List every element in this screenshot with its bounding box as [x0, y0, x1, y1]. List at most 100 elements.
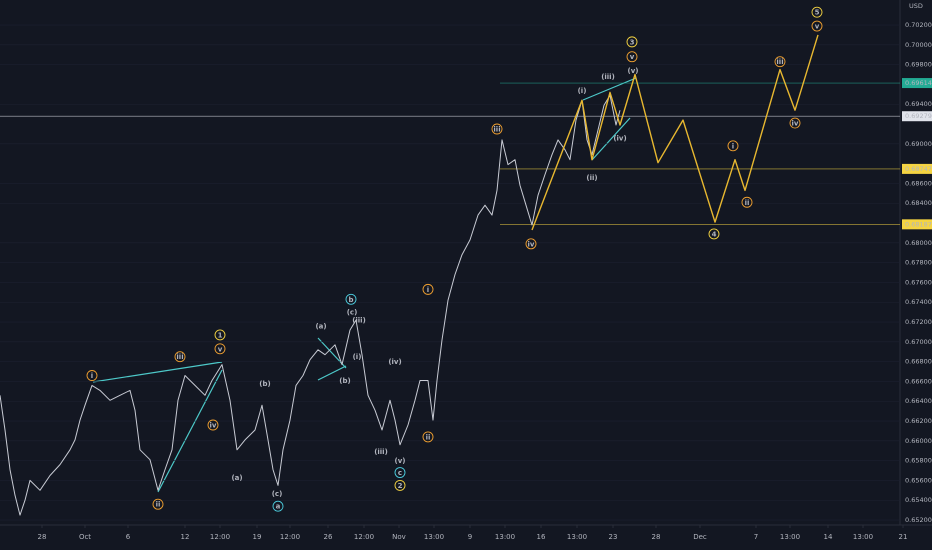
y-tick-label: 0.67000 [905, 338, 932, 346]
wave-circle [811, 20, 823, 32]
wave-label: (ii) [586, 174, 597, 182]
wave-circle [525, 238, 537, 250]
wave-circle [214, 329, 226, 341]
x-tick-label: 23 [609, 533, 618, 541]
level-tag [902, 78, 932, 89]
wave-label: b [348, 296, 353, 304]
wave-label: iv [792, 120, 799, 128]
y-tick-label: 0.68400 [905, 199, 932, 207]
wave-label: (a) [315, 323, 326, 331]
y-tick-label: 0.66400 [905, 397, 932, 405]
y-tick-label: 0.68600 [905, 179, 932, 187]
level-tag [902, 163, 932, 174]
x-tick-label: 6 [126, 533, 131, 541]
wave-label: ii [426, 433, 431, 441]
wave-circle [207, 419, 219, 431]
wave-circle [491, 123, 503, 135]
wave-circle [789, 117, 801, 129]
y-tick-label: 0.69000 [905, 140, 932, 148]
x-tick-label: 26 [324, 533, 333, 541]
wave-circle [272, 500, 284, 512]
level-label: 0.68747 [905, 165, 932, 173]
y-tick-label: 0.65200 [905, 516, 932, 524]
wave-label: (iii) [374, 448, 388, 456]
x-tick-label: Nov [392, 533, 406, 541]
x-tick-label: 12:00 [210, 533, 230, 541]
y-tick-label: 0.70000 [905, 41, 932, 49]
wave-label: (iii) [352, 317, 366, 325]
wave-label: (i) [353, 353, 362, 361]
y-tick-label: 0.67600 [905, 278, 932, 286]
wave-circle [811, 6, 823, 18]
series-line [531, 34, 819, 231]
wave-label: v [630, 53, 635, 61]
wave-circle [626, 51, 638, 63]
wave-label: iv [210, 422, 217, 430]
wave-circle [708, 228, 720, 240]
trendline [157, 369, 223, 493]
wave-circle [345, 293, 357, 305]
wave-label: a [276, 503, 281, 511]
wave-label: 1 [218, 331, 223, 339]
y-tick-label: 0.69800 [905, 61, 932, 69]
y-tick-label: 0.65600 [905, 476, 932, 484]
level-label: 0.68187 [905, 220, 932, 228]
wave-circle [422, 431, 434, 443]
x-tick-label: 21 [899, 533, 908, 541]
level-label: 0.69279 [905, 112, 932, 120]
trendline [582, 77, 637, 101]
wave-label: (b) [339, 377, 350, 385]
x-tick-label: 19 [253, 533, 262, 541]
wave-label: iii [776, 58, 783, 66]
wave-label: i [427, 286, 429, 294]
wave-label: v [815, 23, 820, 31]
wave-label: ii [745, 199, 750, 207]
wave-circle [422, 283, 434, 295]
wave-circle [394, 479, 406, 491]
x-tick-label: 28 [38, 533, 47, 541]
y-tick-label: 0.68000 [905, 239, 932, 247]
y-tick-label: 0.67400 [905, 298, 932, 306]
wave-label: (a) [231, 474, 242, 482]
level-tag [902, 219, 932, 230]
x-tick-label: 13:00 [567, 533, 587, 541]
x-tick-label: 13:00 [495, 533, 515, 541]
x-tick-label: 13:00 [853, 533, 873, 541]
x-tick-label: 13:00 [780, 533, 800, 541]
y-tick-label: 0.66000 [905, 437, 932, 445]
x-tick-label: 14 [824, 533, 833, 541]
wave-circle [174, 351, 186, 363]
wave-label: (v) [395, 457, 406, 465]
y-tick-label: 0.67200 [905, 318, 932, 326]
x-tick-label: 13:00 [424, 533, 444, 541]
wave-label: iv [528, 240, 535, 248]
wave-label: (v) [628, 67, 639, 75]
wave-label: iii [176, 353, 183, 361]
wave-label: (iii) [601, 73, 615, 81]
x-tick-label: 7 [754, 533, 758, 541]
x-tick-label: 12:00 [354, 533, 374, 541]
level-label: 0.69614 [905, 79, 932, 87]
trendlines [92, 77, 637, 493]
series-line [0, 94, 621, 516]
x-tick-label: 12 [181, 533, 190, 541]
wave-circle [214, 343, 226, 355]
trendline [591, 117, 631, 161]
wave-label: c [398, 469, 402, 477]
y-tick-label: 0.65400 [905, 496, 932, 504]
x-tick-label: 28 [652, 533, 661, 541]
x-tick-label: Oct [79, 533, 91, 541]
wave-label: 4 [712, 230, 717, 238]
x-tick-label: 12:00 [280, 533, 300, 541]
wave-circle [741, 196, 753, 208]
wave-label: 3 [630, 38, 635, 46]
wave-circle [152, 498, 164, 510]
x-tick-label: 9 [468, 533, 472, 541]
level-tag [902, 111, 932, 122]
wave-circle [727, 140, 739, 152]
wave-label: (c) [272, 490, 283, 498]
wave-circle [626, 36, 638, 48]
wave-label: (c) [347, 309, 358, 317]
wave-label: v [218, 345, 223, 353]
